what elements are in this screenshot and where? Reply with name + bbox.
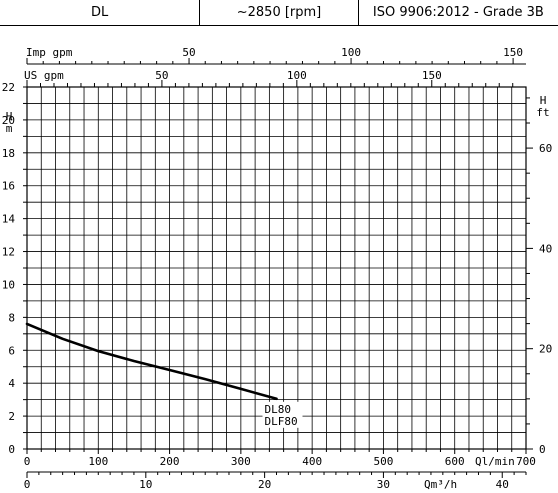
l-min-axis-label: Ql/min <box>475 455 515 468</box>
l-min-tick-label: 700 <box>516 455 536 468</box>
l-min-tick-label: 400 <box>302 455 322 468</box>
imp-gpm-tick-label: 50 <box>182 46 195 59</box>
h-m-tick-label: 2 <box>8 410 15 423</box>
h-ft-axis-label-h: H <box>540 94 547 107</box>
chart-grid <box>27 87 526 449</box>
m3h-tick-label: 10 <box>139 478 152 491</box>
h-m-tick-label: 8 <box>8 311 15 324</box>
h-m-axis-label-unit: m <box>6 122 13 135</box>
m3h-tick-label: 40 <box>496 478 509 491</box>
series-label-background <box>262 401 303 428</box>
header-model: DL <box>0 0 201 25</box>
imp-gpm-tick-label: 150 <box>503 46 523 59</box>
m3h-tick-label: 30 <box>377 478 390 491</box>
m3h-tick-label: 20 <box>258 478 271 491</box>
h-ft-tick-label: 20 <box>539 343 552 356</box>
series-label: DLF80 <box>265 415 298 428</box>
h-m-tick-label: 18 <box>2 147 15 160</box>
header-speed: ~2850 [rpm] <box>200 0 359 25</box>
l-min-tick-label: 500 <box>373 455 393 468</box>
imp-gpm-tick-label: 100 <box>341 46 361 59</box>
h-m-tick-label: 20 <box>2 114 15 127</box>
h-ft-tick-label: 40 <box>539 242 552 255</box>
h-ft-axis-label-unit: ft <box>536 106 549 119</box>
us-gpm-tick-label: 100 <box>287 69 307 82</box>
m3h-axis-label: Qm³/h <box>424 478 457 491</box>
l-min-tick-label: 300 <box>231 455 251 468</box>
h-m-tick-label: 0 <box>8 443 15 456</box>
h-m-tick-label: 14 <box>2 213 16 226</box>
us-gpm-axis-label: US gpm <box>24 69 64 82</box>
us-gpm-tick-label: 50 <box>155 69 168 82</box>
h-m-tick-label: 4 <box>8 377 15 390</box>
h-ft-tick-label: 60 <box>539 142 552 155</box>
l-min-tick-label: 100 <box>88 455 108 468</box>
h-m-tick-label: 12 <box>2 246 15 259</box>
series-curve-dl80 <box>25 322 278 401</box>
l-min-tick-label: 200 <box>160 455 180 468</box>
header-standard: ISO 9906:2012 - Grade 3B <box>372 5 544 20</box>
h-m-tick-label: 16 <box>2 180 15 193</box>
h-m-tick-label: 6 <box>8 344 15 357</box>
header-table: DL ~2850 [rpm] ISO 9906:2012 - Grade 3B <box>0 0 558 26</box>
series-label: DL80 <box>265 403 292 416</box>
h-m-axis-label-h: H <box>6 110 13 123</box>
chart-ticks <box>23 58 533 478</box>
m3h-tick-label: 0 <box>24 478 31 491</box>
h-m-tick-label: 10 <box>2 278 15 291</box>
us-gpm-tick-label: 150 <box>422 69 442 82</box>
l-min-tick-label: 0 <box>24 455 31 468</box>
h-m-tick-label: 22 <box>2 81 15 94</box>
h-ft-tick-label: 0 <box>539 443 546 456</box>
imp-gpm-axis-label: Imp gpm <box>26 46 73 59</box>
l-min-tick-label: 600 <box>445 455 465 468</box>
